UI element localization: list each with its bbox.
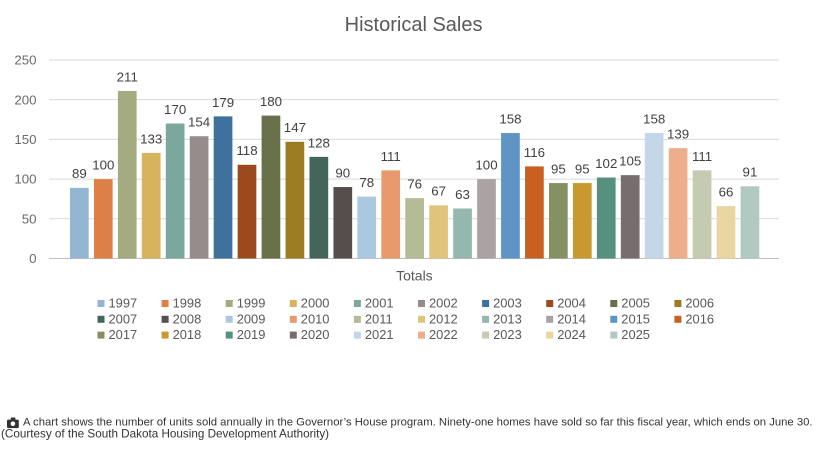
svg-text:111: 111 bbox=[692, 149, 712, 164]
svg-text:2021: 2021 bbox=[365, 327, 394, 342]
svg-text:2023: 2023 bbox=[493, 327, 522, 342]
svg-text:147: 147 bbox=[284, 120, 306, 135]
svg-text:111: 111 bbox=[381, 149, 401, 164]
svg-text:95: 95 bbox=[575, 161, 590, 176]
svg-text:2007: 2007 bbox=[109, 311, 138, 326]
svg-text:A chart shows the number of un: A chart shows the number of units sold a… bbox=[23, 417, 813, 429]
svg-text:2017: 2017 bbox=[109, 327, 138, 342]
svg-text:89: 89 bbox=[72, 166, 87, 181]
svg-text:128: 128 bbox=[308, 135, 330, 150]
svg-text:2004: 2004 bbox=[557, 296, 586, 311]
svg-text:Historical Sales: Historical Sales bbox=[345, 14, 483, 36]
svg-text:154: 154 bbox=[188, 115, 210, 130]
svg-text:211: 211 bbox=[117, 69, 138, 84]
svg-text:2011: 2011 bbox=[365, 311, 393, 326]
svg-text:2006: 2006 bbox=[685, 296, 714, 311]
svg-text:1999: 1999 bbox=[237, 296, 266, 311]
svg-text:100: 100 bbox=[14, 172, 36, 187]
svg-text:2019: 2019 bbox=[237, 327, 266, 342]
svg-text:150: 150 bbox=[14, 132, 36, 147]
svg-text:2001: 2001 bbox=[365, 296, 394, 311]
svg-text:179: 179 bbox=[212, 95, 234, 110]
svg-text:95: 95 bbox=[551, 161, 566, 176]
svg-text:200: 200 bbox=[14, 92, 36, 107]
svg-text:105: 105 bbox=[619, 154, 641, 169]
svg-text:91: 91 bbox=[743, 165, 758, 180]
svg-text:0: 0 bbox=[29, 251, 36, 266]
svg-text:90: 90 bbox=[335, 165, 350, 180]
svg-text:139: 139 bbox=[667, 127, 689, 142]
svg-text:102: 102 bbox=[595, 156, 617, 171]
svg-text:63: 63 bbox=[455, 187, 470, 202]
svg-text:78: 78 bbox=[359, 175, 374, 190]
svg-text:1997: 1997 bbox=[109, 296, 138, 311]
svg-text:50: 50 bbox=[22, 211, 37, 226]
svg-text:100: 100 bbox=[475, 158, 497, 173]
svg-text:180: 180 bbox=[260, 94, 282, 109]
svg-text:2003: 2003 bbox=[493, 296, 522, 311]
svg-text:2000: 2000 bbox=[301, 296, 330, 311]
svg-text:1998: 1998 bbox=[173, 296, 202, 311]
svg-text:2010: 2010 bbox=[301, 311, 330, 326]
svg-text:2015: 2015 bbox=[621, 311, 650, 326]
svg-text:100: 100 bbox=[92, 158, 114, 173]
svg-text:158: 158 bbox=[643, 111, 665, 126]
svg-text:118: 118 bbox=[236, 143, 257, 158]
svg-text:66: 66 bbox=[719, 185, 734, 200]
svg-text:2013: 2013 bbox=[493, 311, 522, 326]
svg-text:250: 250 bbox=[14, 53, 36, 68]
svg-text:2002: 2002 bbox=[429, 296, 458, 311]
svg-text:158: 158 bbox=[499, 111, 521, 126]
svg-text:2020: 2020 bbox=[301, 327, 330, 342]
svg-text:2008: 2008 bbox=[173, 311, 202, 326]
svg-text:116: 116 bbox=[524, 145, 545, 160]
svg-text:133: 133 bbox=[140, 131, 162, 146]
svg-text:2005: 2005 bbox=[621, 296, 650, 311]
svg-text:2024: 2024 bbox=[557, 327, 586, 342]
svg-text:2016: 2016 bbox=[685, 311, 714, 326]
svg-text:2014: 2014 bbox=[557, 311, 586, 326]
svg-text:Totals: Totals bbox=[396, 268, 433, 284]
svg-text:2025: 2025 bbox=[621, 327, 650, 342]
svg-text:76: 76 bbox=[407, 177, 422, 192]
svg-text:2018: 2018 bbox=[173, 327, 202, 342]
svg-text:2012: 2012 bbox=[429, 311, 458, 326]
svg-text:2022: 2022 bbox=[429, 327, 458, 342]
svg-text:67: 67 bbox=[431, 184, 446, 199]
svg-text:170: 170 bbox=[164, 102, 186, 117]
svg-text:2009: 2009 bbox=[237, 311, 266, 326]
svg-text:(Courtesy of the South Dakota: (Courtesy of the South Dakota Housing De… bbox=[1, 427, 329, 440]
